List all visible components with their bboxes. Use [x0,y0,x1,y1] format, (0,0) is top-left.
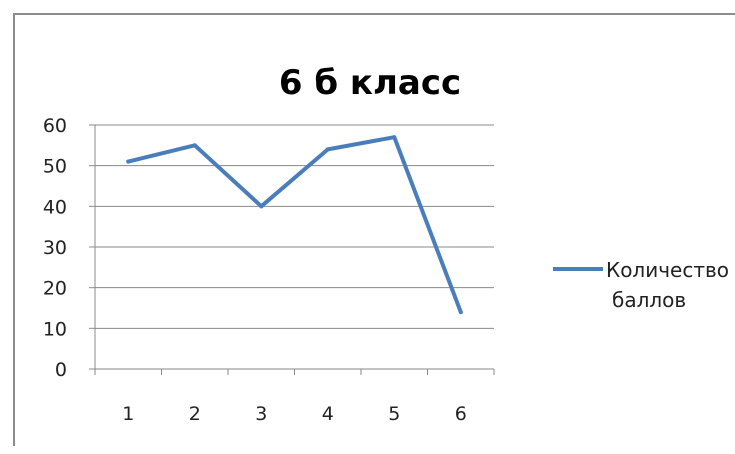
y-tick-label: 50 [43,156,67,178]
x-tick-label: 5 [388,403,400,425]
legend: Количество баллов [553,258,729,312]
chart-border [13,13,735,446]
legend-label-line1: Количество [606,258,729,282]
x-tick-label: 2 [189,403,201,425]
data-point [458,310,463,315]
gridlines [95,124,494,329]
legend-label-line2: баллов [612,288,686,312]
y-tick-label: 60 [43,115,67,137]
x-tick-label: 6 [455,403,467,425]
data-point [259,204,264,209]
y-tick-label: 10 [43,318,67,340]
data-point [192,143,197,148]
series-line [126,135,463,315]
y-tick-label: 20 [43,278,67,300]
series-layer [126,135,463,315]
axes [89,124,495,375]
y-tick-label: 0 [55,359,67,381]
y-tick-labels: 0 10 20 30 40 50 60 [43,115,67,381]
x-tick-label: 4 [322,403,334,425]
x-tick-label: 1 [122,403,134,425]
chart-title: 6 б класс [279,63,461,103]
x-tick-label: 3 [255,403,267,425]
x-tick-labels: 1 2 3 4 5 6 [122,403,467,425]
data-point [392,135,397,140]
data-point [126,159,131,164]
data-point [325,147,330,152]
y-tick-label: 40 [43,196,67,218]
y-tick-label: 30 [43,237,67,259]
